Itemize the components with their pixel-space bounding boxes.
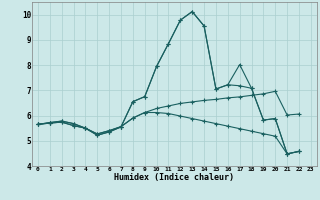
X-axis label: Humidex (Indice chaleur): Humidex (Indice chaleur)	[115, 173, 234, 182]
